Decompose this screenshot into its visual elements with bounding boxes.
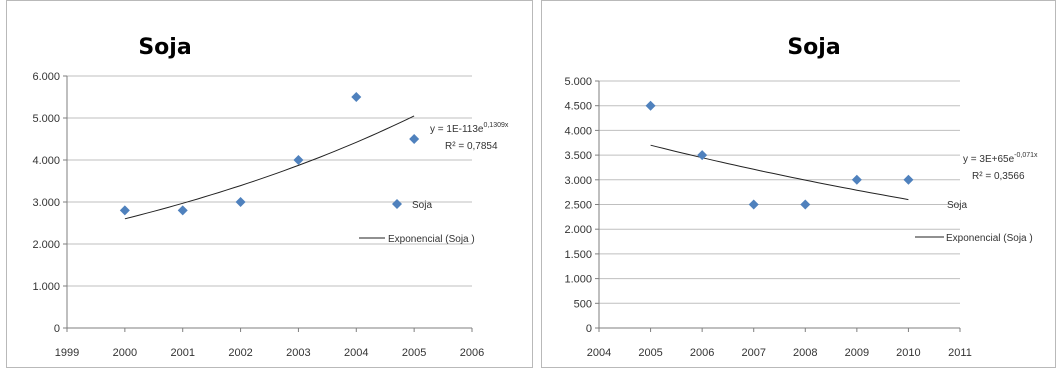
y-tick-label: 1.500 — [564, 249, 592, 261]
chart-panel-2: Soja 0 500 1.000 1.500 2.000 2.500 3.000 3.500 4… — [541, 0, 1056, 368]
chart-panel-1: Soja 0 1.000 2.000 3.000 4.000 5.000 6.000 1999… — [6, 0, 533, 368]
chart-1-svg: Soja 0 1.000 2.000 3.000 4.000 5.000 6.000 1999… — [32, 35, 509, 359]
data-point — [697, 150, 708, 161]
x-tick-label: 2001 — [170, 347, 194, 359]
x-tick-label: 2010 — [896, 347, 920, 359]
chart-1-legend-series: Soja — [412, 200, 432, 211]
chart-1-legend-marker — [392, 199, 402, 209]
y-tick-label: 2.000 — [32, 239, 60, 251]
y-tick-label: 500 — [574, 298, 592, 310]
chart-2-legend-series: Soja — [947, 200, 967, 211]
y-tick-label: 3.500 — [564, 150, 592, 162]
y-tick-label: 2.000 — [564, 224, 592, 236]
x-tick-label: 2005 — [402, 347, 426, 359]
chart-2-trend-equation: y = 3E+65e-0,071x — [963, 152, 1038, 165]
data-point — [903, 174, 914, 185]
y-tick-label: 5.000 — [564, 76, 592, 88]
chart-2-svg: Soja 0 500 1.000 1.500 2.000 2.500 3.000 3.500 4… — [564, 35, 1038, 359]
data-point — [800, 199, 811, 210]
x-tick-label: 2002 — [228, 347, 252, 359]
data-point — [351, 92, 362, 102]
chart-2-title: Soja — [787, 35, 840, 60]
y-tick-label: 3.000 — [564, 175, 592, 187]
x-tick-label: 2008 — [793, 347, 817, 359]
chart-1-trend-equation: y = 1E-113e0,1309x — [430, 122, 509, 135]
data-point — [645, 100, 656, 111]
x-tick-label: 2000 — [113, 347, 137, 359]
trendline — [124, 115, 415, 220]
x-tick-label: 1999 — [55, 347, 79, 359]
chart-2-trend-r2: R² = 0,3566 — [972, 171, 1025, 182]
x-tick-label: 2005 — [638, 347, 662, 359]
data-point — [409, 134, 420, 144]
data-point — [177, 205, 188, 216]
trendline — [650, 144, 909, 201]
x-tick-label: 2011 — [948, 347, 972, 359]
data-point — [293, 155, 304, 165]
x-tick-label: 2004 — [344, 347, 368, 359]
data-point — [119, 205, 130, 216]
x-tick-label: 2006 — [460, 347, 484, 359]
chart-2-legend-trend: Exponencial (Soja ) — [946, 233, 1033, 244]
y-tick-label: 4.000 — [564, 125, 592, 137]
x-tick-label: 2007 — [741, 347, 765, 359]
data-point — [235, 197, 246, 207]
chart-1-legend-trend: Exponencial (Soja ) — [388, 234, 475, 245]
x-tick-label: 2003 — [286, 347, 310, 359]
data-point — [851, 174, 862, 185]
chart-1-title: Soja — [138, 35, 191, 60]
y-tick-label: 0 — [54, 323, 60, 335]
y-tick-label: 1.000 — [32, 281, 60, 293]
x-tick-label: 2009 — [845, 347, 869, 359]
y-tick-label: 1.000 — [564, 274, 592, 286]
y-tick-label: 0 — [586, 323, 592, 335]
y-tick-label: 2.500 — [564, 200, 592, 212]
y-tick-label: 5.000 — [32, 113, 60, 125]
x-tick-label: 2004 — [587, 347, 611, 359]
x-tick-label: 2006 — [690, 347, 714, 359]
chart-1-trend-r2: R² = 0,7854 — [445, 141, 498, 152]
y-tick-label: 4.500 — [564, 101, 592, 113]
y-tick-label: 4.000 — [32, 155, 60, 167]
y-tick-label: 3.000 — [32, 197, 60, 209]
data-point — [748, 199, 759, 210]
y-tick-label: 6.000 — [32, 71, 60, 83]
